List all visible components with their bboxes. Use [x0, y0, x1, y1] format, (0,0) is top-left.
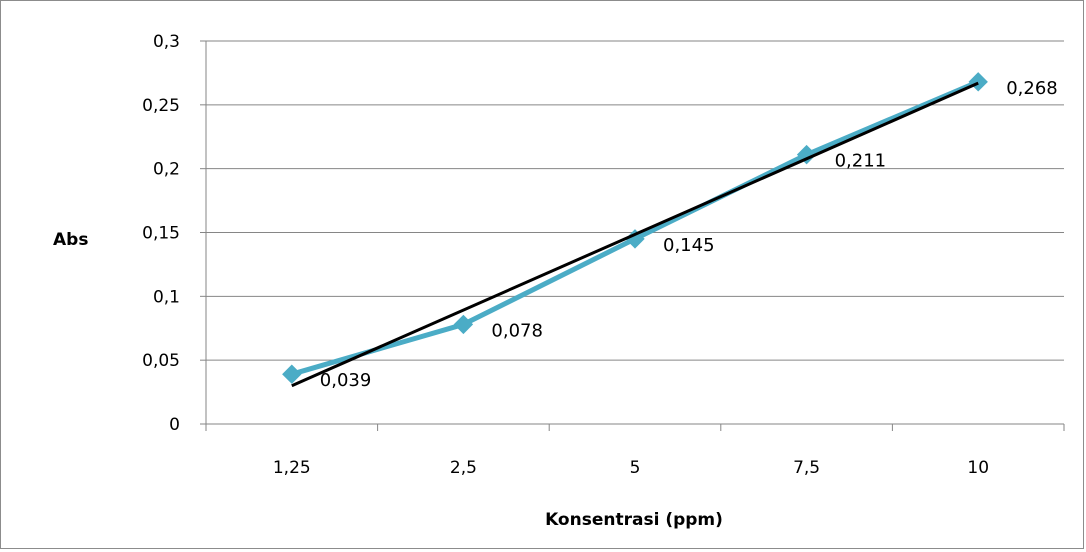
- axes: [200, 40, 1065, 431]
- data-point-marker: [453, 314, 474, 335]
- data-label: 0,268: [1006, 78, 1058, 99]
- data-label: 0,078: [491, 320, 543, 341]
- gridlines: [206, 40, 1064, 361]
- y-tick-label: 0,1: [153, 287, 180, 307]
- trendline: [291, 81, 979, 388]
- x-axis-title: Konsentrasi (ppm): [545, 510, 723, 530]
- x-tick-label: 7,5: [793, 458, 820, 478]
- y-tick-label: 0,15: [142, 224, 180, 244]
- y-tick-labels: 0 0,05 0,1 0,15 0,2 0,25 0,3: [142, 32, 180, 435]
- data-point-marker: [282, 364, 302, 384]
- y-tick-label: 0,3: [153, 32, 180, 52]
- y-axis-title: Abs: [53, 230, 88, 250]
- data-labels: 0,039 0,078 0,145 0,211 0,268: [320, 78, 1058, 391]
- data-label: 0,211: [835, 151, 887, 172]
- y-tick-label: 0: [169, 415, 180, 435]
- trendline-layer: [291, 81, 979, 388]
- x-tick-label: 5: [630, 458, 641, 478]
- y-tick-label: 0,25: [142, 96, 180, 116]
- x-tick-label: 1,25: [273, 458, 311, 478]
- x-tick-label: 2,5: [450, 458, 477, 478]
- x-tick-labels: 1,25 2,5 5 7,5 10: [273, 458, 989, 478]
- data-label: 0,145: [663, 235, 715, 256]
- y-tick-label: 0,2: [153, 160, 180, 180]
- series-layer: [282, 72, 988, 384]
- y-tick-label: 0,05: [142, 351, 180, 371]
- data-label: 0,039: [320, 370, 372, 391]
- series-line: [291, 79, 980, 377]
- x-tick-label: 10: [967, 458, 989, 478]
- data-point-marker: [968, 72, 988, 92]
